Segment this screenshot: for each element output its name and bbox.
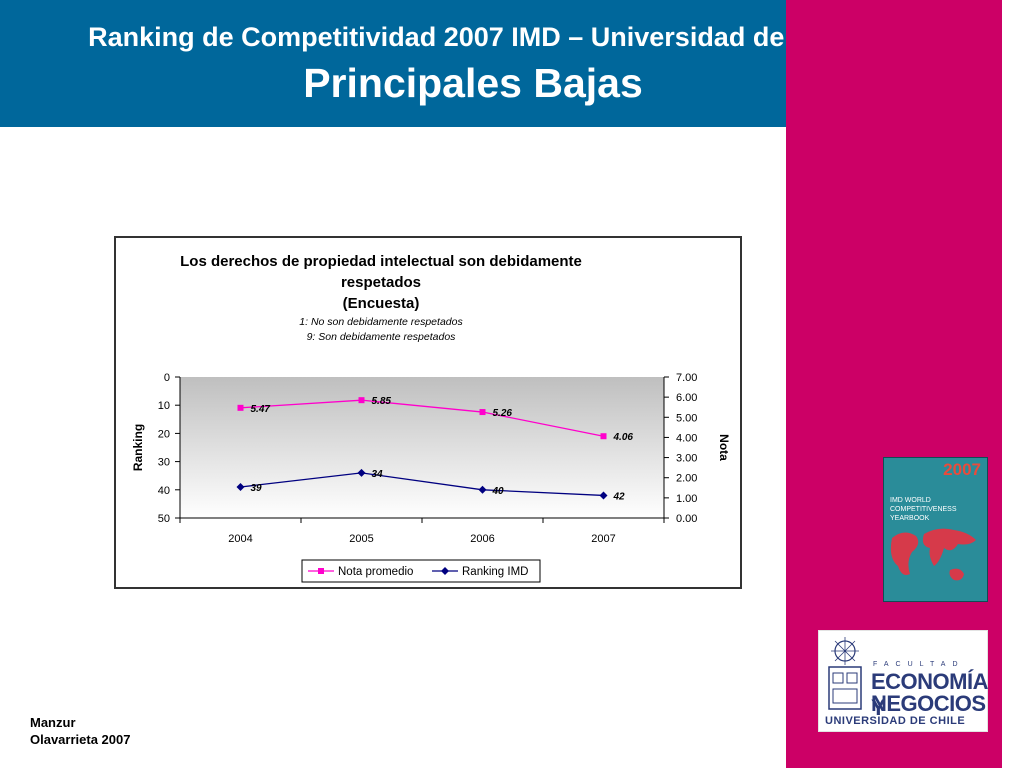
data-label: 40: [492, 486, 505, 497]
right-tick-label: 1.00: [676, 493, 697, 505]
right-tick-label: 4.00: [676, 432, 697, 444]
nota-point: [358, 397, 365, 404]
university-logo: FACULTAD ECONOMÍA Y NEGOCIOS UNIVERSIDAD…: [818, 630, 988, 732]
footer-author: Manzur: [30, 715, 76, 730]
data-label: 5.47: [251, 404, 271, 415]
series-line: [240, 399, 604, 437]
left-tick-label: 40: [158, 485, 170, 497]
logo-facultad: FACULTAD: [873, 661, 965, 668]
logo-line1: ECONOMÍA Y: [871, 669, 988, 720]
footer-source: Olavarrieta 2007: [30, 732, 131, 747]
ranking-point: [478, 485, 487, 494]
data-label: 4.06: [613, 432, 634, 443]
data-label: 39: [251, 483, 263, 494]
chart-title-line: respetados: [341, 274, 421, 291]
header-title: Ranking de Competitividad 2007 IMD – Uni…: [88, 22, 858, 52]
data-label: 5.26: [493, 408, 513, 419]
legend-marker: [318, 568, 324, 574]
ranking-point: [599, 491, 608, 500]
header-subtitle: Principales Bajas: [303, 60, 643, 106]
x-tick-label: 2004: [228, 533, 252, 545]
x-tick-label: 2007: [591, 533, 615, 545]
nota-point: [237, 404, 244, 411]
chart-subtitle-line: 9: Son debidamente respetados: [307, 331, 457, 343]
chart-svg: Los derechos de propiedad intelectual so…: [131, 253, 731, 583]
legend-label: Ranking IMD: [462, 566, 528, 578]
left-tick-label: 20: [158, 428, 170, 440]
right-tick-label: 0.00: [676, 513, 697, 525]
data-label: 34: [372, 469, 384, 480]
right-tick-label: 7.00: [676, 372, 697, 384]
yearbook-cover: 2007 IMD WORLD COMPETITIVENESS YEARBOOK: [883, 457, 988, 602]
right-axis-title: Nota: [717, 434, 731, 461]
right-tick-label: 6.00: [676, 392, 697, 404]
right-tick-label: 5.00: [676, 412, 697, 424]
legend-box: [301, 559, 541, 583]
right-tick-label: 3.00: [676, 453, 697, 465]
yearbook-year: 2007: [943, 460, 981, 479]
data-label: 42: [613, 491, 626, 502]
ranking-point: [357, 468, 366, 477]
world-map-icon: [890, 528, 976, 581]
chart-title-line: (Encuesta): [343, 295, 420, 312]
yearbook-title: IMD WORLD COMPETITIVENESS YEARBOOK: [890, 497, 957, 522]
university-crest-icon: [828, 637, 862, 710]
right-tick-label: 2.00: [676, 473, 697, 485]
logo-university: UNIVERSIDAD DE CHILE: [825, 715, 966, 727]
chart-frame: Los derechos de propiedad intelectual so…: [114, 236, 742, 589]
left-tick-label: 30: [158, 457, 170, 469]
left-tick-label: 50: [158, 513, 170, 525]
x-tick-label: 2006: [470, 533, 494, 545]
x-tick-label: 2005: [349, 533, 373, 545]
left-axis-title: Ranking: [131, 424, 145, 471]
logo-line2: NEGOCIOS: [871, 691, 986, 716]
chart-subtitle-line: 1: No son debidamente respetados: [299, 316, 463, 328]
left-tick-label: 10: [158, 400, 170, 412]
side-bar-top: [946, 0, 952, 127]
legend-marker: [441, 567, 449, 575]
nota-point: [479, 409, 486, 416]
left-tick-label: 0: [164, 372, 170, 384]
ranking-point: [236, 482, 245, 491]
data-label: 5.85: [372, 396, 392, 407]
series-line: [240, 472, 604, 497]
chart-title-line: Los derechos de propiedad intelectual so…: [180, 253, 582, 270]
footer-credit: Manzur Olavarrieta 2007: [30, 714, 130, 748]
legend-label: Nota promedio: [338, 566, 413, 578]
plot-area: [180, 377, 664, 518]
nota-point: [600, 433, 607, 440]
